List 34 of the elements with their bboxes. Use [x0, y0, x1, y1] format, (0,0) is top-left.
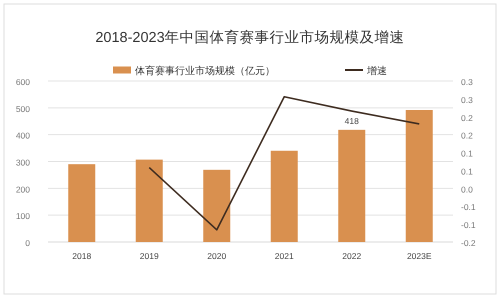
- line-series: [148, 96, 420, 231]
- y-tick-label: 100: [16, 211, 30, 222]
- y2-tick-label: 0.0: [461, 184, 474, 194]
- chart-title: 2018-2023年中国体育赛事行业市场规模及增速: [95, 29, 405, 46]
- y-tick-label: 0: [25, 238, 30, 248]
- y2-tick-label: 0.1: [461, 166, 474, 176]
- x-tick-label: 2018: [72, 251, 92, 261]
- y-tick-label: 400: [16, 130, 30, 141]
- x-tick-label: 2021: [274, 251, 294, 261]
- y2-tick-label: -0.2: [461, 238, 476, 248]
- bar: [406, 110, 433, 242]
- data-label: 418: [344, 116, 360, 126]
- bar: [136, 160, 163, 242]
- y2-tick-label: 0.3: [461, 77, 474, 87]
- legend-label: 体育赛事行业市场规模（亿元）: [135, 65, 275, 77]
- y2-tick-label: 0.1: [461, 148, 474, 159]
- x-tick-label: 2023E: [406, 251, 432, 261]
- bar: [270, 150, 298, 242]
- bar: [68, 164, 96, 242]
- y2-tick-label: -0.1: [461, 202, 476, 212]
- legend-label: 增速: [366, 65, 387, 77]
- y2-tick-label: 0.3: [461, 94, 474, 105]
- x-tick-label: 2019: [140, 251, 159, 261]
- bar: [203, 170, 230, 242]
- y-tick-label: 300: [16, 158, 30, 168]
- bar: [338, 130, 366, 242]
- y2-tick-label: -0.1: [461, 220, 476, 230]
- y2-tick-label: 0.2: [461, 112, 474, 123]
- y2-tick-label: 0.2: [461, 130, 474, 141]
- y-tick-label: 600: [16, 77, 30, 87]
- x-tick-label: 2020: [207, 251, 226, 261]
- y-tick-label: 200: [16, 184, 30, 194]
- x-tick-label: 2022: [342, 251, 362, 261]
- y-tick-label: 500: [16, 104, 30, 114]
